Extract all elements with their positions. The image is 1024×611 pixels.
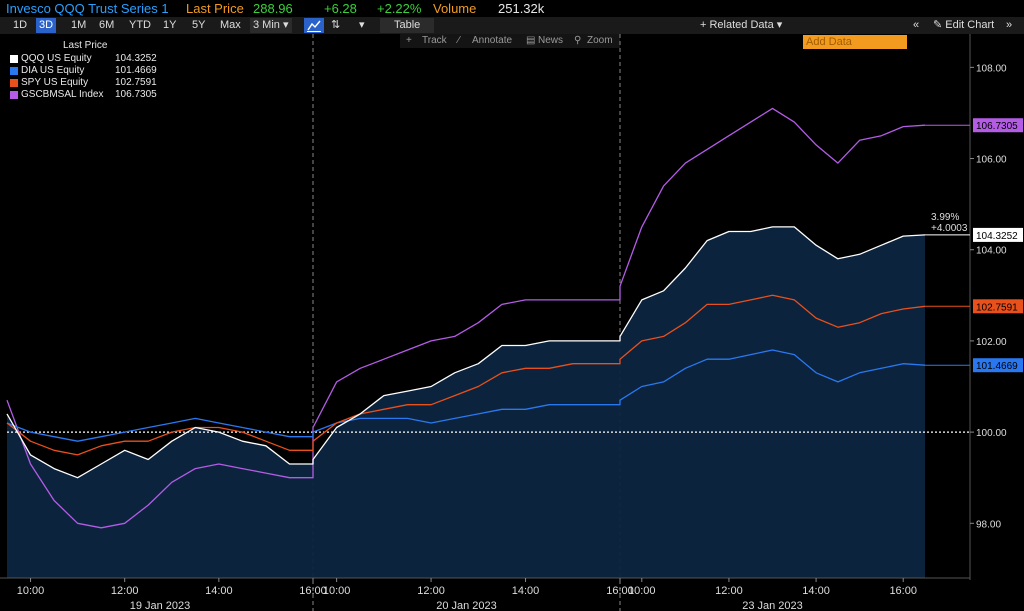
legend-swatch [10,79,18,87]
y-tick-label: 98.00 [976,519,1001,530]
range-6m[interactable]: 6M [99,19,115,31]
track-icon: + [406,35,412,46]
y-tick-label: 104.00 [976,246,1007,257]
edit-chart-label: Edit Chart [945,19,995,31]
qqq-area-fill [7,226,925,578]
price-change-pct: +2.22% [377,1,422,16]
change-annotation: +4.0003 [931,223,968,234]
x-tick-label: 16:00 [299,585,327,597]
candlestick-icon[interactable]: ⇅ [331,19,341,31]
news-button[interactable]: News [538,35,564,46]
x-tick-label: 10:00 [17,585,45,597]
range-5y[interactable]: 5Y [192,19,206,31]
price-chart[interactable]: 98.00 100.00 102.00 104.00 106.00 108.00 104.3… [0,34,1024,611]
chevron-down-icon: ▾ [282,19,289,31]
chart-subtoolbar: + Track ∕ Annotate ▤ News ⚲ Zoom [400,34,620,48]
legend-item-qqq[interactable]: QQQ US Equity 104.3252 [8,53,166,65]
series-line-qqq[interactable] [6,226,926,479]
y-tick-label: 106.00 [976,155,1007,166]
line-chart-icon[interactable] [304,18,324,33]
last-price-label: Last Price [186,1,244,16]
date-label: 20 Jan 2023 [436,600,497,611]
price-change: +6.28 [324,1,357,16]
legend-item-dia[interactable]: DIA US Equity 101.4669 [8,65,166,77]
legend-series-value: 104.3252 [115,53,157,64]
date-label: 19 Jan 2023 [130,600,191,611]
last-value-label: 101.4669 [976,361,1018,372]
security-header: Invesco QQQ Trust Series 1 Last Price 28… [0,0,1024,17]
x-tick-label: 14:00 [802,585,830,597]
collapse-icon[interactable]: « [913,19,920,31]
x-tick-label: 12:00 [715,585,743,597]
y-tick-label: 102.00 [976,337,1007,348]
zoom-icon: ⚲ [574,35,582,46]
x-tick-label: 16:00 [889,585,917,597]
range-1d[interactable]: 1D [13,19,28,31]
last-value-tag [973,358,1023,373]
last-value-tag [973,227,1023,242]
legend-series-name: GSCBMSAL Index [21,89,104,100]
last-value-label: 106.7305 [976,121,1018,132]
related-data-button[interactable]: + Related Data ▾ [697,18,785,33]
zoom-button[interactable]: Zoom [587,35,613,46]
interval-value: 3 Min [253,19,280,31]
security-name[interactable]: Invesco QQQ Trust Series 1 [6,1,169,16]
annotate-button[interactable]: Annotate [472,35,513,46]
x-tick-label: 12:00 [111,585,139,597]
x-tick-label: 16:00 [606,585,634,597]
news-icon: ▤ [526,35,536,46]
legend-item-gscbmsal[interactable]: GSCBMSAL Index 106.7305 [8,89,166,101]
last-price-value: 288.96 [253,1,293,16]
last-value-label: 102.7591 [976,302,1018,313]
x-tick-label: 10:00 [323,585,351,597]
legend-item-spy[interactable]: SPY US Equity 102.7591 [8,77,166,89]
last-value-label: 104.3252 [976,231,1018,242]
annotate-icon: ∕ [458,35,460,46]
x-tick-label: 14:00 [512,585,540,597]
change-pct-annotation: 3.99% [931,212,959,223]
y-tick-label: 100.00 [976,428,1007,439]
add-data-input[interactable]: Add Data [803,35,907,49]
legend-swatch [10,91,18,99]
legend-series-name: QQQ US Equity [21,53,92,64]
y-tick-label: 108.00 [976,63,1007,74]
range-ytd[interactable]: YTD [129,19,151,31]
last-value-tag [973,118,1023,133]
range-max[interactable]: Max [220,19,241,31]
range-1y[interactable]: 1Y [163,19,177,31]
legend-series-name: DIA US Equity [21,65,85,76]
x-tick-label: 14:00 [205,585,233,597]
series-line-gscbmsal[interactable] [6,107,926,529]
legend-swatch [10,67,18,75]
legend-series-value: 102.7591 [115,77,157,88]
volume-label: Volume [433,1,477,16]
wrench-icon: ✎ [933,19,943,31]
legend-series-value: 106.7305 [115,89,157,100]
x-tick-label: 10:00 [628,585,656,597]
range-3d[interactable]: 3D [36,18,57,33]
series-line-spy[interactable] [6,294,926,456]
legend-swatch [10,55,18,63]
track-button[interactable]: Track [422,35,447,46]
edit-chart-button[interactable]: ✎ Edit Chart [930,18,997,33]
date-label: 23 Jan 2023 [742,600,803,611]
chart-type-dropdown-icon[interactable]: ▾ [359,19,365,31]
interval-select[interactable]: 3 Min ▾ [250,18,292,33]
range-1m[interactable]: 1M [71,19,87,31]
legend-series-name: SPY US Equity [21,77,89,88]
related-data-label: + Related Data [700,19,774,31]
volume-value: 251.32k [498,1,545,16]
table-button[interactable]: Table [380,18,435,33]
legend-series-value: 101.4669 [115,65,157,76]
series-line-dia[interactable] [6,349,926,442]
last-value-tag [973,299,1023,314]
x-tick-label: 12:00 [417,585,445,597]
expand-icon[interactable]: » [1006,19,1013,31]
chart-toolbar: 1D 3D 1M 6M YTD 1Y 5Y Max 3 Min ▾ ⇅ ▾ Ta… [0,17,1024,49]
legend-title: Last Price [63,40,108,51]
chevron-down-icon: ▾ [776,19,783,31]
